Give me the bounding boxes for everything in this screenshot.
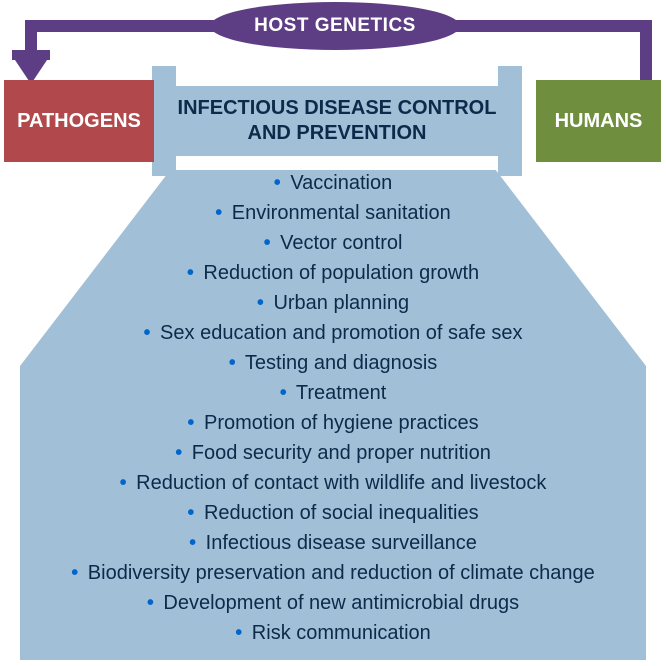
bullet-icon: •	[143, 322, 150, 344]
bullet-icon: •	[187, 262, 194, 284]
connector-right-horizontal	[430, 20, 650, 32]
list-item-label: Development of new antimicrobial drugs	[158, 592, 519, 614]
inhibition-bar-icon	[12, 50, 50, 60]
bullet-icon: •	[274, 172, 281, 194]
header-line2: AND PREVENTION	[248, 121, 427, 146]
bullet-icon: •	[235, 622, 242, 644]
intervention-list: • Vaccination• Environmental sanitation•…	[20, 172, 646, 645]
connector-right-vertical	[640, 20, 652, 85]
bullet-icon: •	[187, 412, 194, 434]
header-line1: INFECTIOUS DISEASE CONTROL	[178, 96, 497, 121]
list-item-label: Risk communication	[246, 622, 431, 644]
list-item: • Testing and diagnosis	[229, 352, 438, 375]
list-item: • Sex education and promotion of safe se…	[143, 322, 522, 345]
humans-label: HUMANS	[555, 110, 643, 133]
pathogens-box: PATHOGENS	[4, 80, 154, 162]
list-item-label: Food security and proper nutrition	[186, 442, 491, 464]
header-bar: INFECTIOUS DISEASE CONTROL AND PREVENTIO…	[172, 86, 502, 156]
list-item-label: Reduction of contact with wildlife and l…	[131, 472, 547, 494]
bullet-icon: •	[175, 442, 182, 464]
list-item-label: Testing and diagnosis	[240, 352, 438, 374]
list-item: • Food security and proper nutrition	[175, 442, 491, 465]
bullet-icon: •	[280, 382, 287, 404]
bullet-icon: •	[147, 592, 154, 614]
list-item: • Environmental sanitation	[215, 202, 451, 225]
host-genetics-oval: HOST GENETICS	[210, 2, 460, 50]
list-item: • Treatment	[280, 382, 387, 405]
list-item: • Reduction of contact with wildlife and…	[120, 472, 547, 495]
list-item-label: Environmental sanitation	[226, 202, 451, 224]
bullet-icon: •	[189, 532, 196, 554]
list-container: • Vaccination• Environmental sanitation•…	[20, 170, 646, 660]
list-item: • Reduction of population growth	[187, 262, 479, 285]
bullet-icon: •	[71, 562, 78, 584]
list-item: • Development of new antimicrobial drugs	[147, 592, 519, 615]
list-item-label: Biodiversity preservation and reduction …	[82, 562, 595, 584]
list-item: • Biodiversity preservation and reductio…	[71, 562, 595, 585]
bullet-icon: •	[264, 232, 271, 254]
list-item-label: Reduction of population growth	[198, 262, 479, 284]
list-item: • Reduction of social inequalities	[187, 502, 478, 525]
list-item-label: Reduction of social inequalities	[198, 502, 478, 524]
list-item: • Urban planning	[257, 292, 409, 315]
list-item: • Vaccination	[274, 172, 393, 195]
bullet-icon: •	[229, 352, 236, 374]
host-genetics-label: HOST GENETICS	[254, 15, 416, 37]
list-item-label: Promotion of hygiene practices	[198, 412, 478, 434]
list-item-label: Vector control	[275, 232, 403, 254]
list-item: • Promotion of hygiene practices	[187, 412, 478, 435]
bullet-icon: •	[215, 202, 222, 224]
bullet-icon: •	[120, 472, 127, 494]
list-item-label: Sex education and promotion of safe sex	[155, 322, 523, 344]
bullet-icon: •	[187, 502, 194, 524]
list-item: • Risk communication	[235, 622, 431, 645]
pathogens-label: PATHOGENS	[17, 110, 141, 133]
list-item-label: Treatment	[291, 382, 387, 404]
list-item-label: Urban planning	[268, 292, 409, 314]
humans-box: HUMANS	[536, 80, 661, 162]
bullet-icon: •	[257, 292, 264, 314]
list-item-label: Vaccination	[285, 172, 392, 194]
list-item-label: Infectious disease surveillance	[200, 532, 477, 554]
list-item: • Vector control	[264, 232, 403, 255]
list-item: • Infectious disease surveillance	[189, 532, 477, 555]
